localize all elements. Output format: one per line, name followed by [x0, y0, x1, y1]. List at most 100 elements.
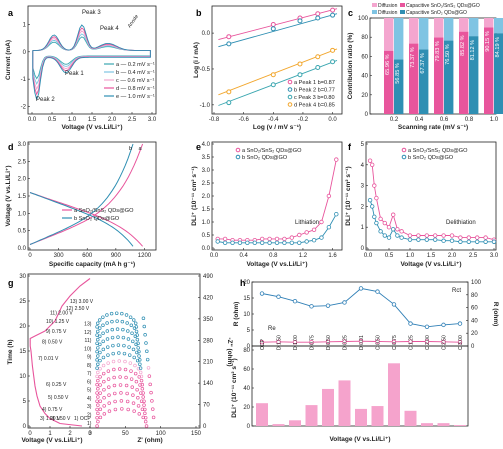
nyquist-point — [119, 399, 124, 403]
nyquist-point — [102, 387, 106, 392]
f-ytick-label: 4 — [361, 163, 365, 169]
legend-label: b Peak 2 b=0.77 — [294, 88, 335, 94]
panel-a-legend: a — 0.2 mV s⁻¹ b — 0.4 mV s⁻¹ c — 0.6 mV s… — [104, 62, 155, 100]
gitt-point-label: 5) 0.50 V — [48, 395, 69, 401]
data-point-b — [407, 237, 413, 242]
nyquist-point — [125, 399, 130, 404]
panel-g-frame — [27, 273, 201, 429]
data-point-b — [483, 239, 488, 244]
panel-h-resistance-diffusion: Rct Re OCP D 1.50 D 1.00 D 0.75 D 0.50 D 0.25 D… — [231, 280, 499, 443]
nyquist-point — [111, 343, 115, 348]
nyquist-point — [149, 390, 153, 395]
nyquist-point — [117, 351, 121, 355]
data-point-a — [367, 158, 373, 163]
nyquist-point — [98, 334, 102, 338]
diffusion-bar — [272, 424, 285, 426]
g-xtick-label: 0 — [28, 431, 32, 437]
nyquist-point — [135, 387, 139, 392]
e-ytick-label: 0.0 — [202, 246, 211, 252]
nyquist-point — [111, 351, 115, 356]
g-y2tick-label: 420 — [203, 295, 214, 301]
nyquist-point — [105, 337, 110, 341]
nyquist-point — [137, 354, 141, 358]
nyquist-point — [95, 374, 99, 379]
rct-point — [391, 302, 397, 307]
data-point-a — [416, 233, 421, 238]
g-ytick-label: 0 — [23, 424, 27, 430]
legend-marker — [235, 147, 241, 153]
data-point-c — [315, 65, 321, 71]
nyquist-point — [133, 363, 137, 368]
nyquist-point — [128, 361, 133, 365]
nyquist-point — [144, 341, 148, 345]
a-ytick-label: -2 — [21, 105, 27, 111]
panel-h-ylabel-bottom: DLi⁺ (10⁻¹¹ cm² s⁻¹) — [231, 358, 238, 417]
panel-a-curves — [32, 24, 151, 102]
bar-value-label: 67.37 % — [420, 53, 426, 74]
diffusion-line-a — [217, 159, 337, 241]
nyquist-point — [107, 393, 111, 397]
diffusion-bar — [484, 18, 494, 28]
diffusion-bar — [421, 423, 433, 426]
c-ytick-label: 40 — [361, 74, 368, 80]
nyquist-point — [150, 399, 154, 403]
legend-label: c Peak 3 b=0.80 — [294, 95, 335, 101]
re-point — [309, 339, 314, 345]
nyquist-label: 7) — [87, 371, 92, 377]
h-ytick-bottom-label: 60 — [243, 367, 250, 373]
h-category-label: OCP — [260, 339, 266, 351]
nyquist-point — [129, 369, 133, 373]
e-ytick-label: 3.5 — [202, 155, 211, 161]
data-point-a — [259, 236, 265, 242]
curve-label: b — [129, 146, 132, 152]
nyquist-point — [120, 407, 124, 411]
panel-c-xlabel: Scanning rate (mV s⁻¹) — [398, 124, 468, 131]
g-ytick-label: 20 — [19, 324, 26, 330]
data-point-b — [449, 238, 455, 243]
nyquist-point — [141, 316, 146, 320]
nyquist-point — [97, 318, 102, 322]
b-ytick-label: -0.5 — [200, 67, 211, 73]
nyquist-point — [127, 353, 132, 357]
legend-marker — [287, 94, 293, 100]
nyquist-point — [102, 396, 106, 400]
nyquist-point — [119, 391, 123, 395]
h-category-label: C 1.25 — [409, 335, 415, 350]
nyquist-point — [96, 337, 100, 342]
h-category-label: D 1.00 — [293, 335, 299, 350]
a-xtick-label: 1.5 — [88, 117, 97, 123]
data-point-b — [433, 237, 438, 242]
nyquist-point — [137, 349, 141, 354]
legend-label: d Peak 4 b=0.85 — [294, 103, 335, 109]
diffusion-bar — [388, 363, 400, 426]
rct-point — [292, 299, 298, 304]
data-point-b — [311, 237, 317, 243]
d-ytick-label: 0.0 — [18, 246, 27, 252]
nyquist-point — [98, 407, 103, 412]
bar-value-label: 85.82 % — [460, 35, 466, 56]
nyquist-point — [140, 387, 145, 391]
gitt-point-label: 13) 3.00 V — [70, 299, 94, 305]
nyquist-point — [98, 342, 102, 347]
f-xtick-label: 1.5 — [427, 253, 436, 259]
a-xtick-label: 0.0 — [28, 117, 37, 123]
nyquist-label: 8) — [87, 363, 92, 369]
legend-label: a SnO₂/SnS₂ QDs@GO — [408, 148, 468, 154]
panel-label-b: b — [196, 8, 202, 18]
nyquist-point — [125, 391, 129, 396]
h-ytick-bottom-label: 0 — [247, 424, 251, 430]
nyquist-point — [143, 419, 148, 424]
nyquist-point — [107, 409, 112, 413]
c-ytick-label: 0 — [365, 112, 369, 118]
f-ytick-label: 1 — [361, 225, 365, 231]
data-point-b — [466, 239, 471, 244]
h-ytick-left-label: 15 — [243, 296, 250, 302]
nyquist-point — [136, 346, 140, 350]
e-ytick-label: 4.0 — [202, 142, 211, 148]
data-point-a — [304, 230, 309, 235]
bar-value-label: 76.50 % — [445, 44, 451, 65]
diffusion-bar — [338, 380, 351, 426]
h-ytick-left-label: 10 — [243, 312, 250, 318]
nyquist-point — [144, 424, 149, 428]
nyquist-point — [126, 407, 130, 412]
